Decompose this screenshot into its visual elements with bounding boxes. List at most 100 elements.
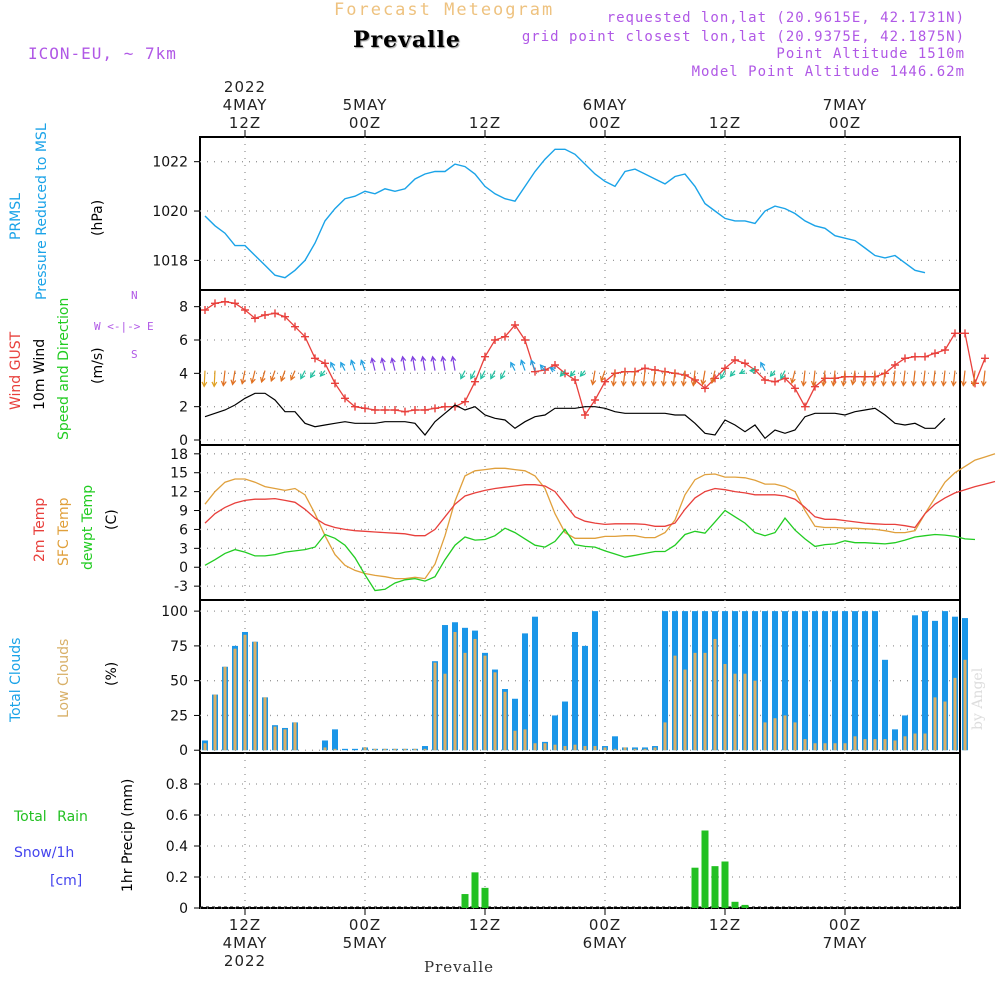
y-tick-label: 25 (170, 708, 188, 724)
gust-marker (941, 346, 949, 354)
wind-arrow-head (309, 372, 316, 379)
wind-arrow-head (470, 373, 476, 380)
wind-arrow (203, 370, 206, 387)
wind-arrow-head (840, 380, 847, 387)
gust-marker (241, 306, 249, 314)
low-cloud-bar (513, 730, 517, 751)
rain-bar (701, 830, 709, 908)
gust-marker (211, 299, 219, 308)
wind-arrow (290, 370, 296, 381)
low-cloud-bar (533, 743, 537, 751)
total-cloud-bar (592, 611, 598, 751)
panel-frame-1 (199, 289, 961, 446)
bottom-time-label: 00Z (829, 916, 861, 934)
wind-arrow (340, 362, 346, 371)
y-tick-label: 6 (179, 522, 188, 538)
low-cloud-bar (483, 655, 487, 751)
wind-arrow-head (590, 379, 597, 386)
wind-arrow-head (201, 381, 208, 388)
wind-arrow (711, 370, 716, 384)
wind-arrow-head (690, 380, 697, 387)
wind-arrow-head (599, 375, 606, 383)
top-time-label: 12Z (229, 114, 261, 132)
wind-arrow (812, 370, 816, 386)
total-cloud-bar (862, 611, 868, 751)
wind-arrow (330, 362, 336, 371)
wind-arrow-head (549, 367, 556, 373)
low-cloud-bar (733, 673, 737, 751)
gust-marker (771, 377, 779, 386)
wind-arrow-head (410, 355, 417, 362)
low-cloud-bar (583, 746, 587, 751)
gust-marker (461, 397, 469, 406)
wind-arrow-head (319, 371, 326, 378)
total-cloud-bar (872, 611, 878, 751)
gust-marker (521, 336, 529, 344)
wind-arrow-head (539, 364, 546, 371)
wind-arrow (832, 370, 836, 386)
gust-marker (361, 404, 369, 413)
point-altitude: Point Altitude 1510m (776, 46, 965, 62)
low-cloud-bar (453, 631, 457, 751)
rain-bar (721, 861, 729, 908)
wind-arrow (902, 370, 906, 386)
gust-marker (291, 322, 299, 331)
wind-arrow (360, 360, 366, 371)
wind-arrow-head (610, 380, 617, 387)
low-cloud-bar (943, 701, 947, 751)
y-tick-label: 9 (179, 504, 188, 520)
rain-bar (481, 887, 489, 908)
wind-arrow (381, 358, 386, 371)
wind-arrow (702, 370, 706, 385)
gust-marker (431, 404, 439, 413)
gust-marker (571, 376, 579, 384)
low-cloud-bar (263, 697, 267, 751)
low-cloud-bar (473, 638, 477, 751)
gust-marker (371, 406, 379, 414)
top-time-label: 12Z (469, 114, 501, 132)
wind-arrow-head (650, 380, 657, 387)
low-cloud-bar (213, 694, 217, 751)
wind-arrow (802, 370, 806, 386)
wind-arrow (232, 370, 236, 385)
y-tick-label: 18 (170, 447, 188, 463)
model-label: ICON-EU, ~ 7km (28, 44, 177, 63)
temp-2m-line (204, 480, 996, 537)
rain-bar (471, 872, 479, 908)
total-cloud-bar (552, 715, 558, 751)
wind-arrow-head (910, 380, 917, 387)
snow-unit-label: [cm] (50, 873, 83, 889)
wind-arrow-head (480, 373, 486, 380)
wind-arrow (922, 370, 926, 386)
y-tick-label: 1020 (152, 204, 188, 220)
top-time-label: 00Z (349, 114, 381, 132)
total-cloud-bar (572, 631, 578, 751)
low-cloud-bar (903, 736, 907, 751)
wind-arrow (872, 370, 876, 386)
low-cloud-bar (963, 659, 967, 751)
gust-marker (471, 377, 479, 386)
low-cloud-bar (333, 748, 337, 751)
total-cloud-bar (562, 701, 568, 751)
wind-arrow (982, 370, 986, 386)
wind-arrow (490, 370, 496, 379)
low-cloud-bar (843, 743, 847, 751)
gust-marker (781, 374, 789, 383)
wind-arrow (520, 360, 526, 371)
wind-arrow-head (680, 380, 687, 387)
low-cloud-bar (283, 729, 287, 751)
wind-arrow-head (230, 379, 237, 386)
wind-arrow-head (440, 355, 447, 362)
wind-arrow (592, 370, 596, 385)
low-cloud-bar (953, 677, 957, 751)
wind-arrow-head (890, 380, 897, 387)
wind-arrow-head (400, 355, 407, 362)
low-cloud-bar (743, 673, 747, 751)
gust-marker (441, 402, 449, 411)
wind-arrow-head (559, 371, 566, 378)
wind-arrow-head (620, 380, 627, 387)
y-tick-label: 3 (179, 541, 188, 557)
total-cloud-bar (852, 611, 858, 751)
low-cloud-bar (203, 743, 207, 751)
wind-arrow-head (850, 379, 857, 386)
